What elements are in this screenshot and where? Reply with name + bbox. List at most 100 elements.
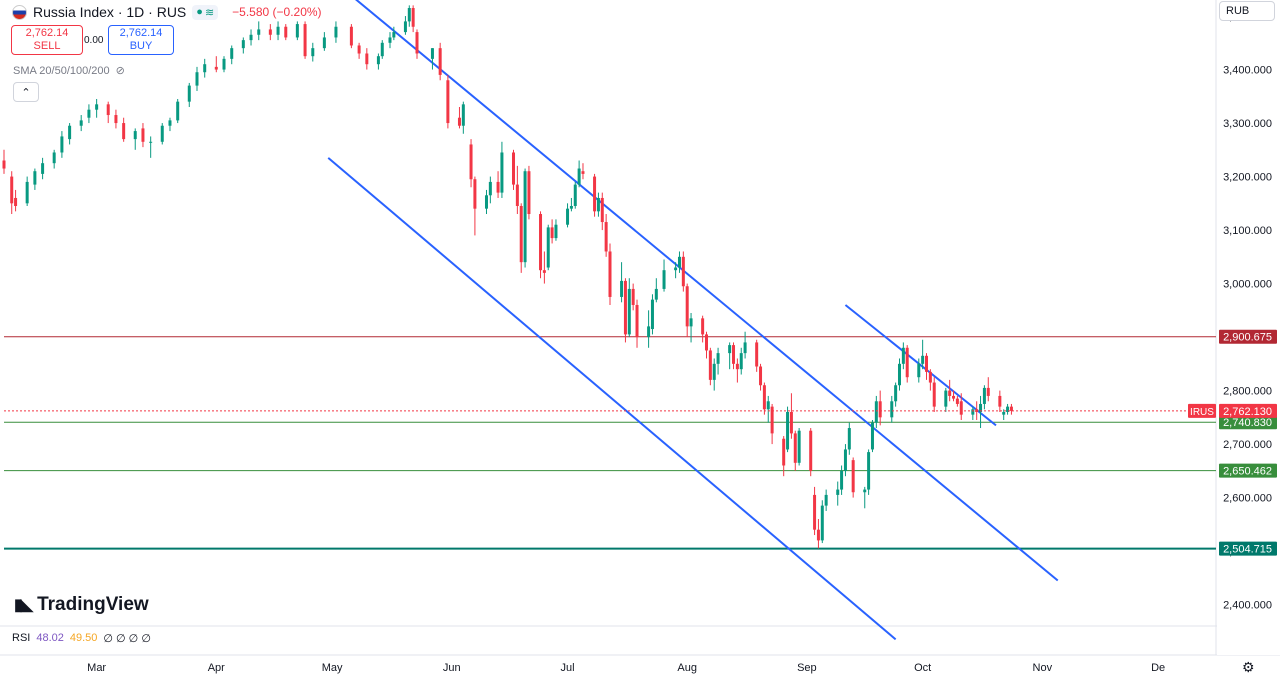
candle-body bbox=[863, 489, 867, 493]
candle bbox=[365, 48, 369, 70]
candle-body bbox=[1009, 406, 1013, 411]
candle bbox=[284, 24, 288, 41]
candle-body bbox=[295, 24, 299, 38]
candle bbox=[411, 5, 415, 33]
candle-body bbox=[647, 326, 651, 338]
trend-line bbox=[355, 0, 1059, 582]
candle bbox=[249, 29, 253, 46]
trend-line bbox=[844, 304, 997, 427]
sma-indicator-legend[interactable]: SMA 20/50/100/200 ⊘ bbox=[13, 64, 125, 78]
candle bbox=[566, 203, 570, 228]
candle bbox=[438, 42, 442, 81]
candle-body bbox=[824, 494, 828, 506]
candle-body bbox=[79, 120, 83, 126]
candle bbox=[928, 369, 932, 391]
candle bbox=[728, 342, 732, 370]
candle bbox=[674, 262, 678, 279]
candle bbox=[222, 56, 226, 73]
time-tick-label: May bbox=[322, 662, 343, 674]
candle bbox=[620, 262, 624, 303]
candle bbox=[897, 358, 901, 391]
price-tick-label: 3,300.000 bbox=[1223, 118, 1272, 130]
candle-body bbox=[241, 40, 245, 49]
candle bbox=[952, 390, 956, 402]
candle bbox=[1002, 409, 1006, 421]
candle bbox=[446, 74, 450, 129]
candle bbox=[276, 21, 280, 41]
candle bbox=[41, 157, 45, 180]
candle-body bbox=[662, 270, 666, 289]
candle-body bbox=[870, 422, 874, 450]
indicator-pill[interactable]: ● ≋ bbox=[192, 4, 219, 20]
candle-body bbox=[388, 37, 392, 43]
candle-body bbox=[160, 125, 164, 142]
rsi-legend[interactable]: RSI 48.02 49.50 ∅ ∅ ∅ ∅ bbox=[12, 632, 151, 645]
candle-body bbox=[901, 347, 905, 364]
candle-body bbox=[519, 205, 523, 263]
candle bbox=[708, 347, 712, 386]
collapse-legend-button[interactable]: ⌃ bbox=[13, 82, 39, 102]
wave-icon[interactable]: ≋ bbox=[204, 6, 215, 19]
candle bbox=[539, 211, 543, 279]
candle-body bbox=[114, 115, 118, 124]
candle bbox=[786, 406, 790, 453]
candle-body bbox=[604, 222, 608, 252]
candle bbox=[2, 149, 6, 174]
candle bbox=[33, 168, 37, 190]
candle bbox=[500, 141, 504, 198]
candle-body bbox=[276, 26, 280, 35]
candle bbox=[681, 251, 685, 292]
candle bbox=[755, 339, 759, 372]
candle-body bbox=[512, 152, 516, 185]
candle-body bbox=[249, 34, 253, 41]
candle-body bbox=[569, 205, 573, 209]
candle-body bbox=[681, 256, 685, 287]
buy-button[interactable]: 2,762.14 BUY bbox=[108, 25, 174, 55]
candle bbox=[813, 486, 817, 536]
russia-flag-icon bbox=[12, 4, 27, 20]
candle bbox=[415, 29, 419, 59]
candle bbox=[484, 189, 488, 215]
candle bbox=[68, 123, 72, 145]
candle-body bbox=[87, 109, 91, 118]
candle-body bbox=[496, 181, 500, 193]
candle bbox=[712, 358, 716, 391]
candle bbox=[982, 385, 986, 410]
candle-body bbox=[222, 58, 226, 70]
candle bbox=[762, 382, 766, 415]
eye-off-icon[interactable]: ⊘ bbox=[115, 65, 125, 77]
candle-body bbox=[284, 26, 288, 38]
currency-select[interactable]: RUB bbox=[1219, 1, 1275, 21]
candle bbox=[894, 382, 898, 407]
candle-body bbox=[106, 104, 110, 116]
chevron-up-icon: ⌃ bbox=[21, 86, 31, 99]
candle-body bbox=[577, 168, 581, 185]
price-axis[interactable]: 2,400.0002,500.0002,600.0002,700.0002,80… bbox=[1188, 0, 1280, 655]
candle-body bbox=[488, 181, 492, 196]
candle-body bbox=[596, 197, 600, 212]
candle bbox=[268, 24, 272, 41]
tradingview-logo[interactable]: ▮◣ TradingView bbox=[14, 594, 149, 616]
time-tick-label: Oct bbox=[914, 662, 931, 674]
time-tick-label: Apr bbox=[208, 662, 225, 674]
candle bbox=[971, 406, 975, 421]
price-tick-label: 3,100.000 bbox=[1223, 225, 1272, 237]
time-axis[interactable]: Mar Apr May Jun Jul Aug Sep Oct Nov De bbox=[87, 662, 1165, 674]
sma-label: SMA 20/50/100/200 bbox=[13, 64, 110, 77]
time-tick-label: Jun bbox=[443, 662, 461, 674]
candle-body bbox=[897, 363, 901, 386]
candle bbox=[569, 197, 573, 212]
candle-body bbox=[311, 48, 315, 57]
settings-gear-icon[interactable]: ⚙ bbox=[1242, 659, 1255, 675]
candle-body bbox=[411, 8, 415, 27]
candle bbox=[542, 251, 546, 284]
level-price-tag: 2,900.675 bbox=[1223, 332, 1272, 344]
sell-button[interactable]: 2,762.14 SELL bbox=[11, 25, 83, 55]
candle bbox=[515, 165, 519, 215]
symbol-title[interactable]: Russia Index · 1D · RUS bbox=[33, 4, 187, 20]
candle-body bbox=[743, 342, 747, 354]
eye-icon[interactable]: ● bbox=[196, 5, 203, 18]
candle bbox=[519, 203, 523, 273]
candle bbox=[677, 251, 681, 273]
